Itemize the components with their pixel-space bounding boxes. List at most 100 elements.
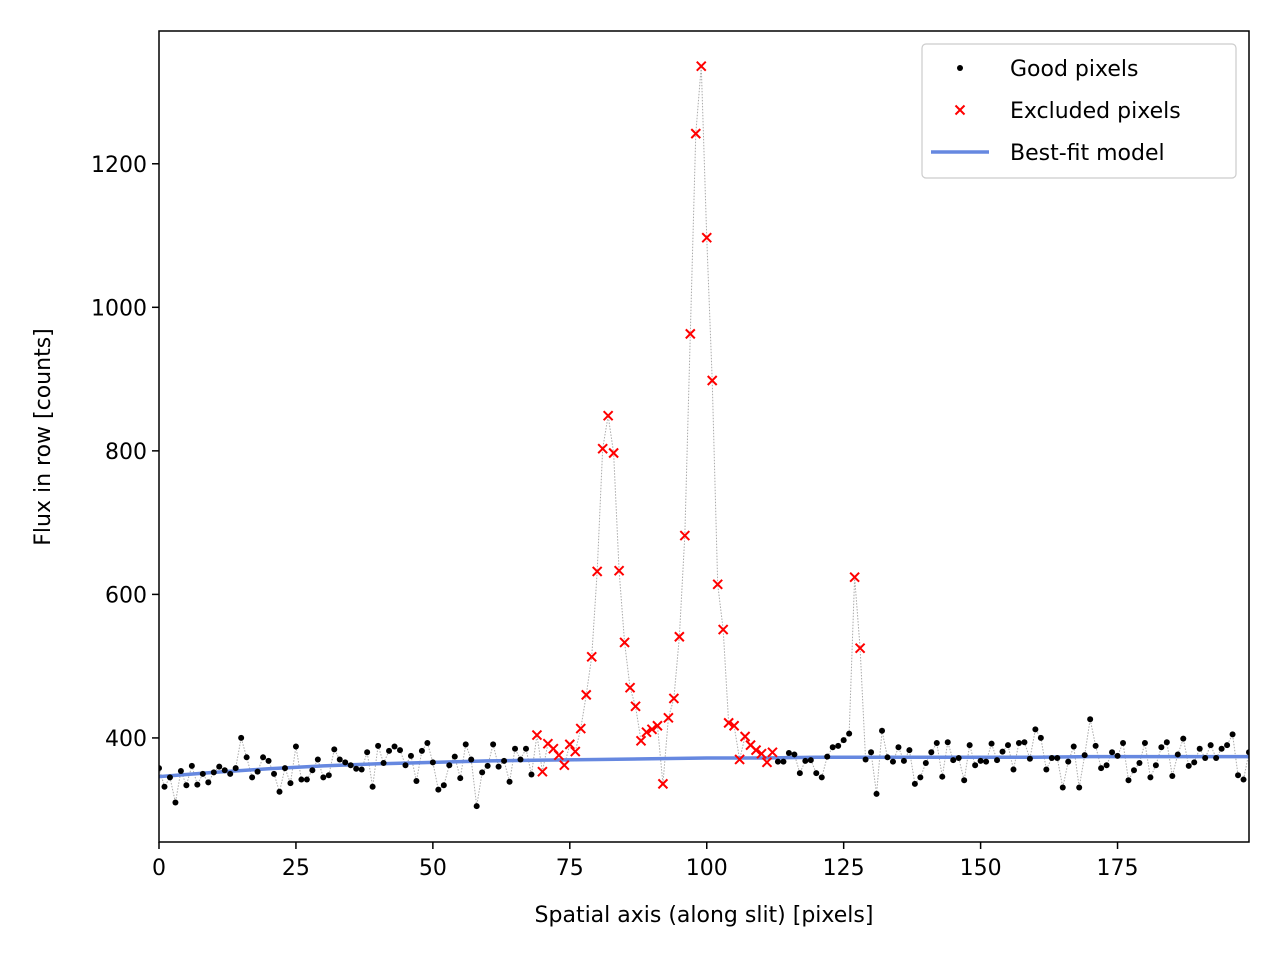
good-pixel-point (364, 749, 371, 756)
x-tick-label: 150 (960, 856, 1002, 881)
good-pixel-point (1207, 742, 1214, 749)
good-pixel-point (1163, 739, 1170, 746)
excluded-pixel-point (613, 565, 625, 576)
good-pixel-point (446, 762, 453, 769)
good-pixel-point (375, 742, 382, 749)
good-pixel-point (227, 770, 234, 777)
excluded-pixel-point (849, 571, 860, 583)
good-pixels-layer (159, 716, 1249, 810)
y-axis-label: Flux in row [counts] (31, 328, 56, 545)
good-pixel-point (347, 762, 354, 769)
good-pixel-point (309, 767, 316, 774)
good-pixel-point (462, 741, 469, 748)
excluded-pixel-point (767, 747, 778, 758)
good-pixel-point (473, 803, 480, 810)
excluded-pixel-point (646, 724, 658, 735)
excluded-pixel-point (723, 717, 734, 729)
good-pixel-point (846, 730, 853, 737)
good-pixel-point (818, 774, 825, 781)
excluded-pixel-point (575, 723, 586, 734)
good-pixel-point (440, 782, 447, 789)
good-pixel-point (911, 780, 918, 787)
good-pixel-point (287, 780, 294, 787)
good-pixel-point (512, 745, 519, 752)
good-pixel-point (1185, 762, 1192, 769)
good-pixel-point (879, 727, 886, 734)
good-pixel-point (1037, 734, 1044, 741)
good-pixel-point (1240, 776, 1247, 783)
good-pixel-point (314, 756, 321, 763)
good-pixel-point (402, 762, 409, 769)
y-tick-label: 600 (105, 583, 147, 608)
good-pixel-point (407, 752, 414, 759)
good-pixel-point (1125, 777, 1132, 784)
excluded-pixel-point (581, 689, 592, 701)
good-pixel-point (528, 771, 535, 778)
excluded-pixel-point (597, 443, 608, 454)
good-pixel-point (862, 756, 869, 763)
good-pixel-point (1092, 742, 1099, 749)
x-tick-label: 0 (152, 856, 166, 881)
good-pixel-point (276, 788, 283, 795)
excluded-pixel-point (652, 720, 663, 731)
good-pixel-point (955, 755, 962, 762)
x-tick-label: 50 (419, 856, 447, 881)
good-pixel-point (183, 782, 190, 789)
good-pixel-point (188, 762, 195, 769)
good-pixel-point (457, 775, 464, 782)
good-pixel-point (939, 773, 946, 780)
good-pixel-point (889, 758, 896, 765)
good-pixel-point (353, 765, 360, 772)
good-pixel-point (829, 744, 836, 751)
good-pixel-point (988, 740, 995, 747)
excluded-pixel-point (739, 731, 751, 742)
good-pixel-point (994, 757, 1001, 764)
good-pixel-point (906, 747, 913, 754)
good-pixel-point (824, 753, 831, 760)
excluded-pixel-point (586, 651, 597, 663)
good-pixel-point (972, 762, 979, 769)
good-pixel-point (785, 750, 792, 757)
excluded-pixel-point (761, 757, 773, 768)
good-pixel-point (950, 757, 957, 764)
good-pixel-point (336, 756, 343, 763)
good-pixel-point (1026, 755, 1033, 762)
excluded-pixel-point (564, 739, 576, 750)
good-pixel-point (281, 765, 288, 772)
good-pixel-point (1032, 726, 1039, 733)
excluded-pixel-point (608, 447, 619, 459)
good-pixel-point (1202, 755, 1209, 762)
good-pixel-point (999, 748, 1006, 755)
good-pixel-point (1191, 759, 1198, 766)
good-pixel-point (418, 747, 425, 754)
good-pixel-point (221, 767, 228, 774)
x-tick-label: 125 (823, 856, 865, 881)
good-pixel-point (928, 749, 935, 756)
excluded-pixel-point (559, 759, 570, 771)
good-pixel-point (1109, 749, 1116, 756)
excluded-pixel-point (750, 744, 762, 756)
x-tick-label: 75 (556, 856, 584, 881)
good-pixel-point (1081, 752, 1088, 759)
good-pixel-point (1048, 755, 1055, 762)
good-pixel-point (298, 776, 305, 783)
excluded-pixel-point (663, 712, 674, 724)
good-pixel-point (484, 762, 491, 769)
good-pixel-point (495, 763, 502, 770)
legend-label: Excluded pixels (1010, 99, 1181, 124)
excluded-pixel-point (668, 693, 680, 704)
good-pixel-point (271, 770, 278, 777)
model-layer (159, 754, 1249, 779)
good-pixel-point (386, 747, 393, 754)
excluded-pixel-point (602, 410, 614, 421)
good-pixel-point (933, 739, 940, 746)
good-pixel-point (884, 754, 891, 761)
good-pixel-point (468, 756, 475, 763)
y-tick-label: 800 (105, 440, 147, 465)
excluded-pixel-point (591, 566, 603, 577)
good-pixel-point (900, 757, 907, 764)
good-pixel-point (780, 758, 787, 765)
excluded-pixel-point (635, 735, 647, 747)
good-pixel-point (325, 772, 332, 779)
